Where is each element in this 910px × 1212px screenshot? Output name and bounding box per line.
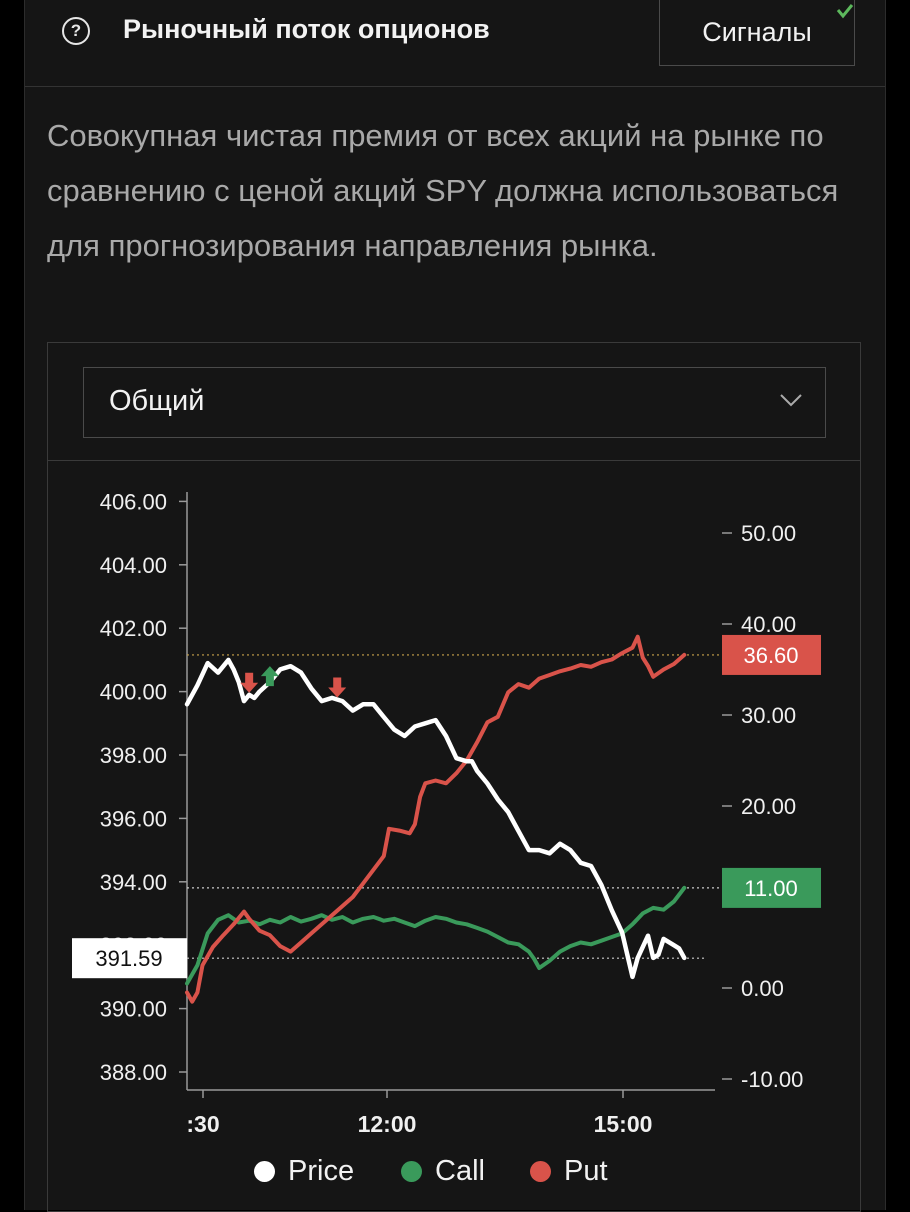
series-line-put [185, 634, 687, 1004]
left-tick-label-2: 402.00 [100, 616, 167, 641]
panel-header: ? Рыночный поток опционов Сигналы [25, 0, 885, 87]
left-tick-label-3: 400.00 [100, 680, 167, 705]
value-badges: 36.60 11.00 391.59 [72, 634, 821, 979]
legend-label-put: Put [564, 1155, 608, 1187]
sell-signal-icon-0 [240, 672, 259, 693]
x-axis: :30 12:00 15:00 [186, 1089, 715, 1137]
call-value-label: 11.00 [744, 876, 797, 901]
flow-type-select[interactable]: Общий [83, 367, 826, 438]
legend-label-call: Call [435, 1155, 485, 1187]
question-circle-icon[interactable]: ? [62, 17, 90, 45]
right-tick-label-0: 50.00 [741, 521, 796, 546]
put-value-label: 36.60 [743, 643, 798, 668]
legend-item-price[interactable]: Price [254, 1155, 354, 1188]
left-tick-label-0: 406.00 [100, 489, 167, 514]
options-flow-panel: ? Рыночный поток опционов Сигналы Совоку… [24, 0, 886, 1212]
call-value-badge [722, 867, 821, 908]
right-tick-label-3: 20.00 [741, 794, 796, 819]
signals-button[interactable]: Сигналы [659, 0, 855, 66]
x-tick-label-1: 12:00 [358, 1111, 417, 1137]
x-tick-label-0: :30 [186, 1111, 219, 1137]
series-line-price [184, 657, 687, 980]
right-axis: 50.00 40.00 30.00 20.00 0.00 -10.00 [722, 521, 803, 1092]
chart-divider [48, 460, 860, 461]
left-axis: 406.00 404.00 402.00 400.00 398.00 396.00 394.… [100, 489, 188, 1090]
signal-markers [240, 666, 347, 698]
sell-signal-icon-2 [328, 677, 347, 698]
options-flow-chart: 406.00 404.00 402.00 400.00 398.00 396.00 394.… [72, 489, 821, 1137]
left-tick-label-4: 398.00 [100, 743, 167, 768]
right-tick-label-5: -10.00 [741, 1067, 803, 1092]
legend-dot-price [254, 1161, 275, 1182]
description-text: Совокупная чистая премия от всех акций н… [47, 118, 839, 263]
buy-signal-icon-1 [260, 666, 279, 687]
left-tick-label-9: 388.00 [100, 1060, 167, 1085]
legend-dot-call [401, 1161, 422, 1182]
put-value-badge [722, 634, 821, 675]
chart-container: Общий [47, 342, 861, 1212]
x-tick-label-2: 15:00 [594, 1111, 653, 1137]
select-value: Общий [109, 385, 205, 417]
right-tick-label-1: 40.00 [741, 612, 796, 637]
page-title: Рыночный поток опционов [123, 14, 490, 44]
price-value-label: 391.59 [95, 946, 162, 971]
right-tick-label-4: 0.00 [741, 976, 784, 1001]
left-tick-label-1: 404.00 [100, 553, 167, 578]
legend-item-put[interactable]: Put [530, 1155, 608, 1188]
reference-lines [187, 654, 722, 959]
left-tick-label-6: 394.00 [100, 870, 167, 895]
legend-item-call[interactable]: Call [401, 1155, 485, 1188]
right-tick-label-2: 30.00 [741, 703, 796, 728]
series-line-call [185, 885, 687, 986]
legend-dot-put [530, 1161, 551, 1182]
legend-label-price: Price [288, 1155, 355, 1187]
check-icon [836, 4, 854, 19]
price-value-badge [72, 938, 187, 979]
left-tick-label-5: 396.00 [100, 806, 167, 831]
series-lines [184, 634, 687, 1004]
chart-legend: Price Call Put [0, 1155, 910, 1195]
chevron-down-icon [780, 394, 802, 407]
left-tick-label-8: 390.00 [100, 997, 167, 1022]
